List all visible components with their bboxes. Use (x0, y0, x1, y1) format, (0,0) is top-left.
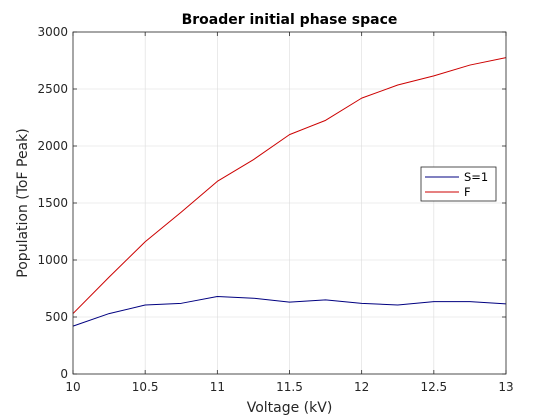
y-tick-label: 500 (45, 310, 68, 324)
y-tick-label: 1500 (37, 196, 68, 210)
x-tick-label: 11 (210, 380, 225, 394)
y-tick-label: 3000 (37, 25, 68, 39)
chart-title: Broader initial phase space (182, 12, 398, 28)
y-tick-label: 2000 (37, 139, 68, 153)
x-tick-label: 13 (498, 380, 513, 394)
x-tick-label: 11.5 (276, 380, 303, 394)
series-layer (72, 57, 507, 327)
x-tick-label: 10.5 (132, 380, 159, 394)
y-tick-label: 0 (60, 367, 68, 381)
y-tick-label: 2500 (37, 82, 68, 96)
x-axis-label: Voltage (kV) (247, 400, 333, 416)
y-axis-label: Population (ToF Peak) (15, 128, 31, 277)
x-tick-label: 12.5 (420, 380, 447, 394)
legend-box (420, 166, 497, 202)
series-line-s1 (72, 295, 507, 327)
series-line-f (72, 57, 507, 314)
y-tick-label: 1000 (37, 253, 68, 267)
legend-entry-label: F (464, 185, 471, 199)
axis-ticks: 10 10.5 11 11.5 12 12.5 13 0 500 1000 1500 2000 2500… (37, 25, 513, 394)
x-tick-label: 12 (354, 380, 369, 394)
x-tick-label: 10 (65, 380, 80, 394)
legend: S=1F (420, 166, 497, 202)
legend-entry-label: S=1 (464, 170, 488, 184)
